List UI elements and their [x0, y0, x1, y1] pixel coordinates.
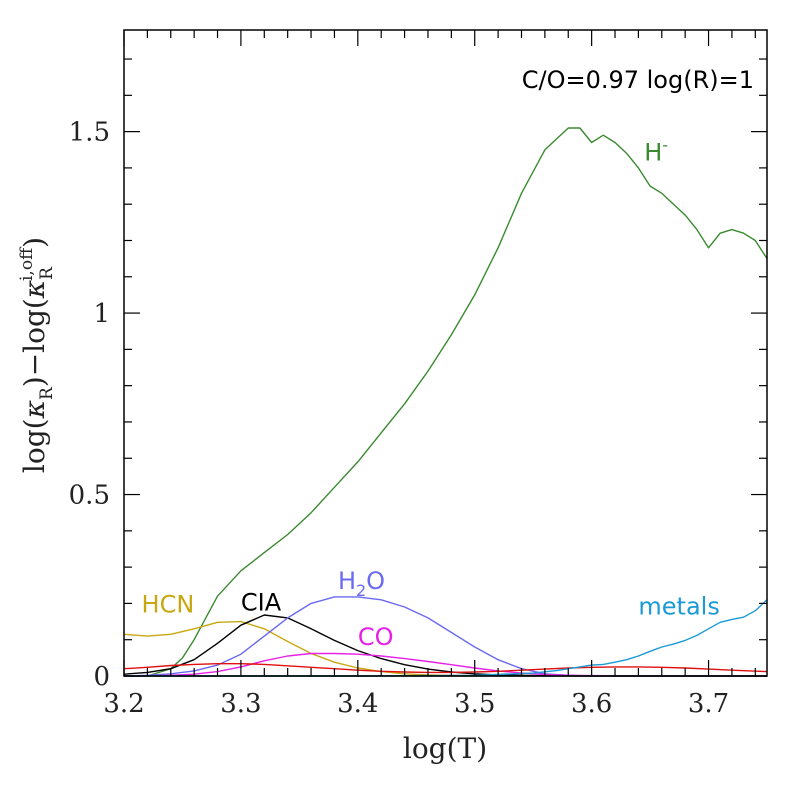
series-label-metals: metals: [638, 592, 719, 620]
y-tick-label: 0.5: [69, 481, 110, 511]
x-tick-label: 3.5: [454, 689, 495, 719]
series-label-cia: CIA: [241, 589, 282, 617]
y-axis-label: log(κR)−log(κRi,off): [17, 237, 57, 473]
series-line-metals: [124, 599, 768, 677]
series-label-hcn: HCN: [142, 590, 195, 618]
y-tick-label: 1: [93, 299, 110, 329]
x-tick-label: 3.6: [571, 689, 612, 719]
tick-labels: 3.2 3.3 3.4 3.5 3.6 3.7 0 0.5 1 1.5: [69, 118, 730, 719]
y-tick-label: 0: [93, 662, 110, 692]
series-labels: H- HCN CIA H2O CO metals: [142, 136, 720, 651]
series-layer: [123, 127, 768, 677]
series-label-co: CO: [358, 623, 394, 651]
x-tick-label: 3.3: [220, 689, 261, 719]
series-label-h-: H-: [644, 136, 668, 167]
plot-frame: [123, 29, 768, 677]
y-tick-label: 1.5: [69, 118, 110, 148]
series-line-h-: [124, 127, 768, 677]
series-line-red: [123, 663, 768, 674]
x-tick-label: 3.7: [688, 689, 729, 719]
x-axis-label: log(T): [403, 732, 487, 765]
chart-annotation: C/O=0.97 log(R)=1: [522, 66, 754, 94]
x-tick-label: 3.4: [337, 689, 378, 719]
x-tick-label: 3.2: [103, 689, 144, 719]
series-label-h2o: H2O: [338, 567, 385, 600]
ticks-layer: [123, 30, 767, 677]
